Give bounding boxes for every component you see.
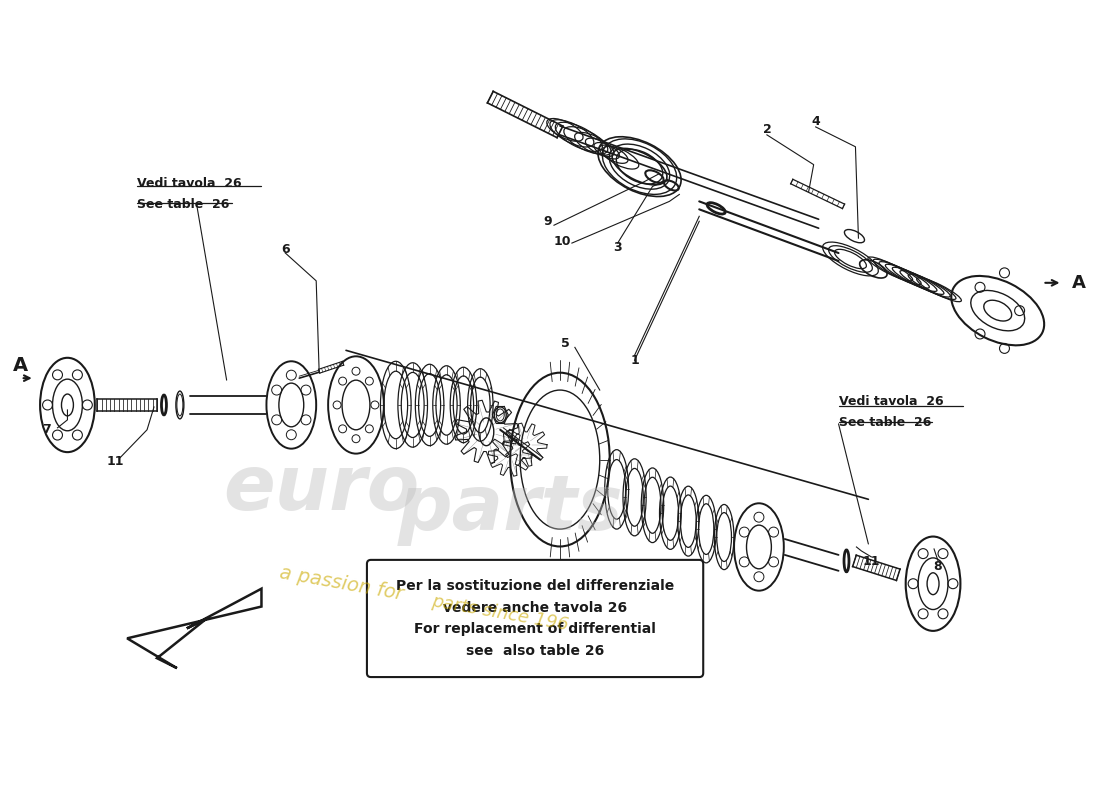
Text: 6: 6 <box>280 242 289 255</box>
Text: 9: 9 <box>543 214 552 228</box>
Text: 11: 11 <box>862 555 880 568</box>
Text: Vedi tavola  26
See table  26: Vedi tavola 26 See table 26 <box>138 177 242 210</box>
Text: 8: 8 <box>934 560 943 574</box>
Text: 11: 11 <box>107 455 124 468</box>
Text: Per la sostituzione del differenziale
vedere anche tavola 26
For replacement of : Per la sostituzione del differenziale ve… <box>396 579 674 658</box>
Text: parts: parts <box>397 472 623 546</box>
Text: 4: 4 <box>812 115 820 129</box>
Text: 2: 2 <box>762 123 771 136</box>
FancyBboxPatch shape <box>367 560 703 677</box>
Text: a passion for: a passion for <box>277 563 405 604</box>
Text: 3: 3 <box>614 241 622 254</box>
Text: euro: euro <box>223 452 419 526</box>
Text: 5: 5 <box>561 337 570 350</box>
Text: 10: 10 <box>553 234 571 248</box>
Text: A: A <box>13 356 29 374</box>
Text: 1: 1 <box>630 354 639 366</box>
Text: 7: 7 <box>42 423 51 436</box>
Text: A: A <box>1072 274 1086 292</box>
Text: parts since 196: parts since 196 <box>430 593 570 634</box>
Polygon shape <box>128 589 262 668</box>
Text: Vedi tavola  26
See table  26: Vedi tavola 26 See table 26 <box>838 395 943 429</box>
